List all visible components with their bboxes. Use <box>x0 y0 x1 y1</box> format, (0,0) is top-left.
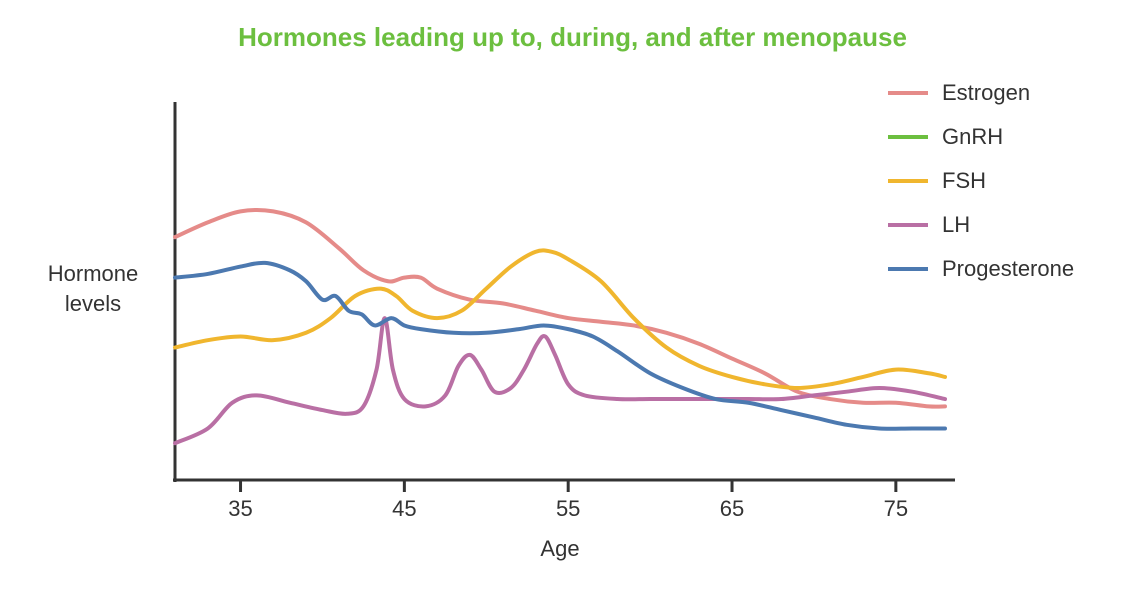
y-axis-label: Hormone levels <box>18 259 168 318</box>
x-tick-label: 35 <box>211 496 271 522</box>
x-tick-label: 75 <box>866 496 926 522</box>
legend-item: Estrogen <box>888 80 1074 106</box>
x-axis-label: Age <box>175 536 945 562</box>
chart-title: Hormones leading up to, during, and afte… <box>0 22 1145 53</box>
legend-label: Progesterone <box>942 256 1074 282</box>
chart-container: Hormones leading up to, during, and afte… <box>0 0 1145 602</box>
legend-swatch <box>888 223 928 227</box>
legend-swatch <box>888 267 928 271</box>
legend-label: GnRH <box>942 124 1003 150</box>
legend-label: Estrogen <box>942 80 1030 106</box>
legend-item: GnRH <box>888 124 1074 150</box>
series-estrogen <box>175 210 945 407</box>
legend-label: FSH <box>942 168 986 194</box>
x-tick-label: 55 <box>538 496 598 522</box>
legend-swatch <box>888 91 928 95</box>
legend-item: LH <box>888 212 1074 238</box>
x-tick-label: 45 <box>374 496 434 522</box>
legend-swatch <box>888 179 928 183</box>
x-tick-label: 65 <box>702 496 762 522</box>
legend-item: Progesterone <box>888 256 1074 282</box>
y-axis-label-line2: levels <box>18 289 168 319</box>
legend: Estrogen GnRH FSH LH Progesterone <box>888 80 1074 282</box>
plot-area <box>175 112 945 480</box>
y-axis-label-line1: Hormone <box>18 259 168 289</box>
legend-item: FSH <box>888 168 1074 194</box>
legend-label: LH <box>942 212 970 238</box>
legend-swatch <box>888 135 928 139</box>
